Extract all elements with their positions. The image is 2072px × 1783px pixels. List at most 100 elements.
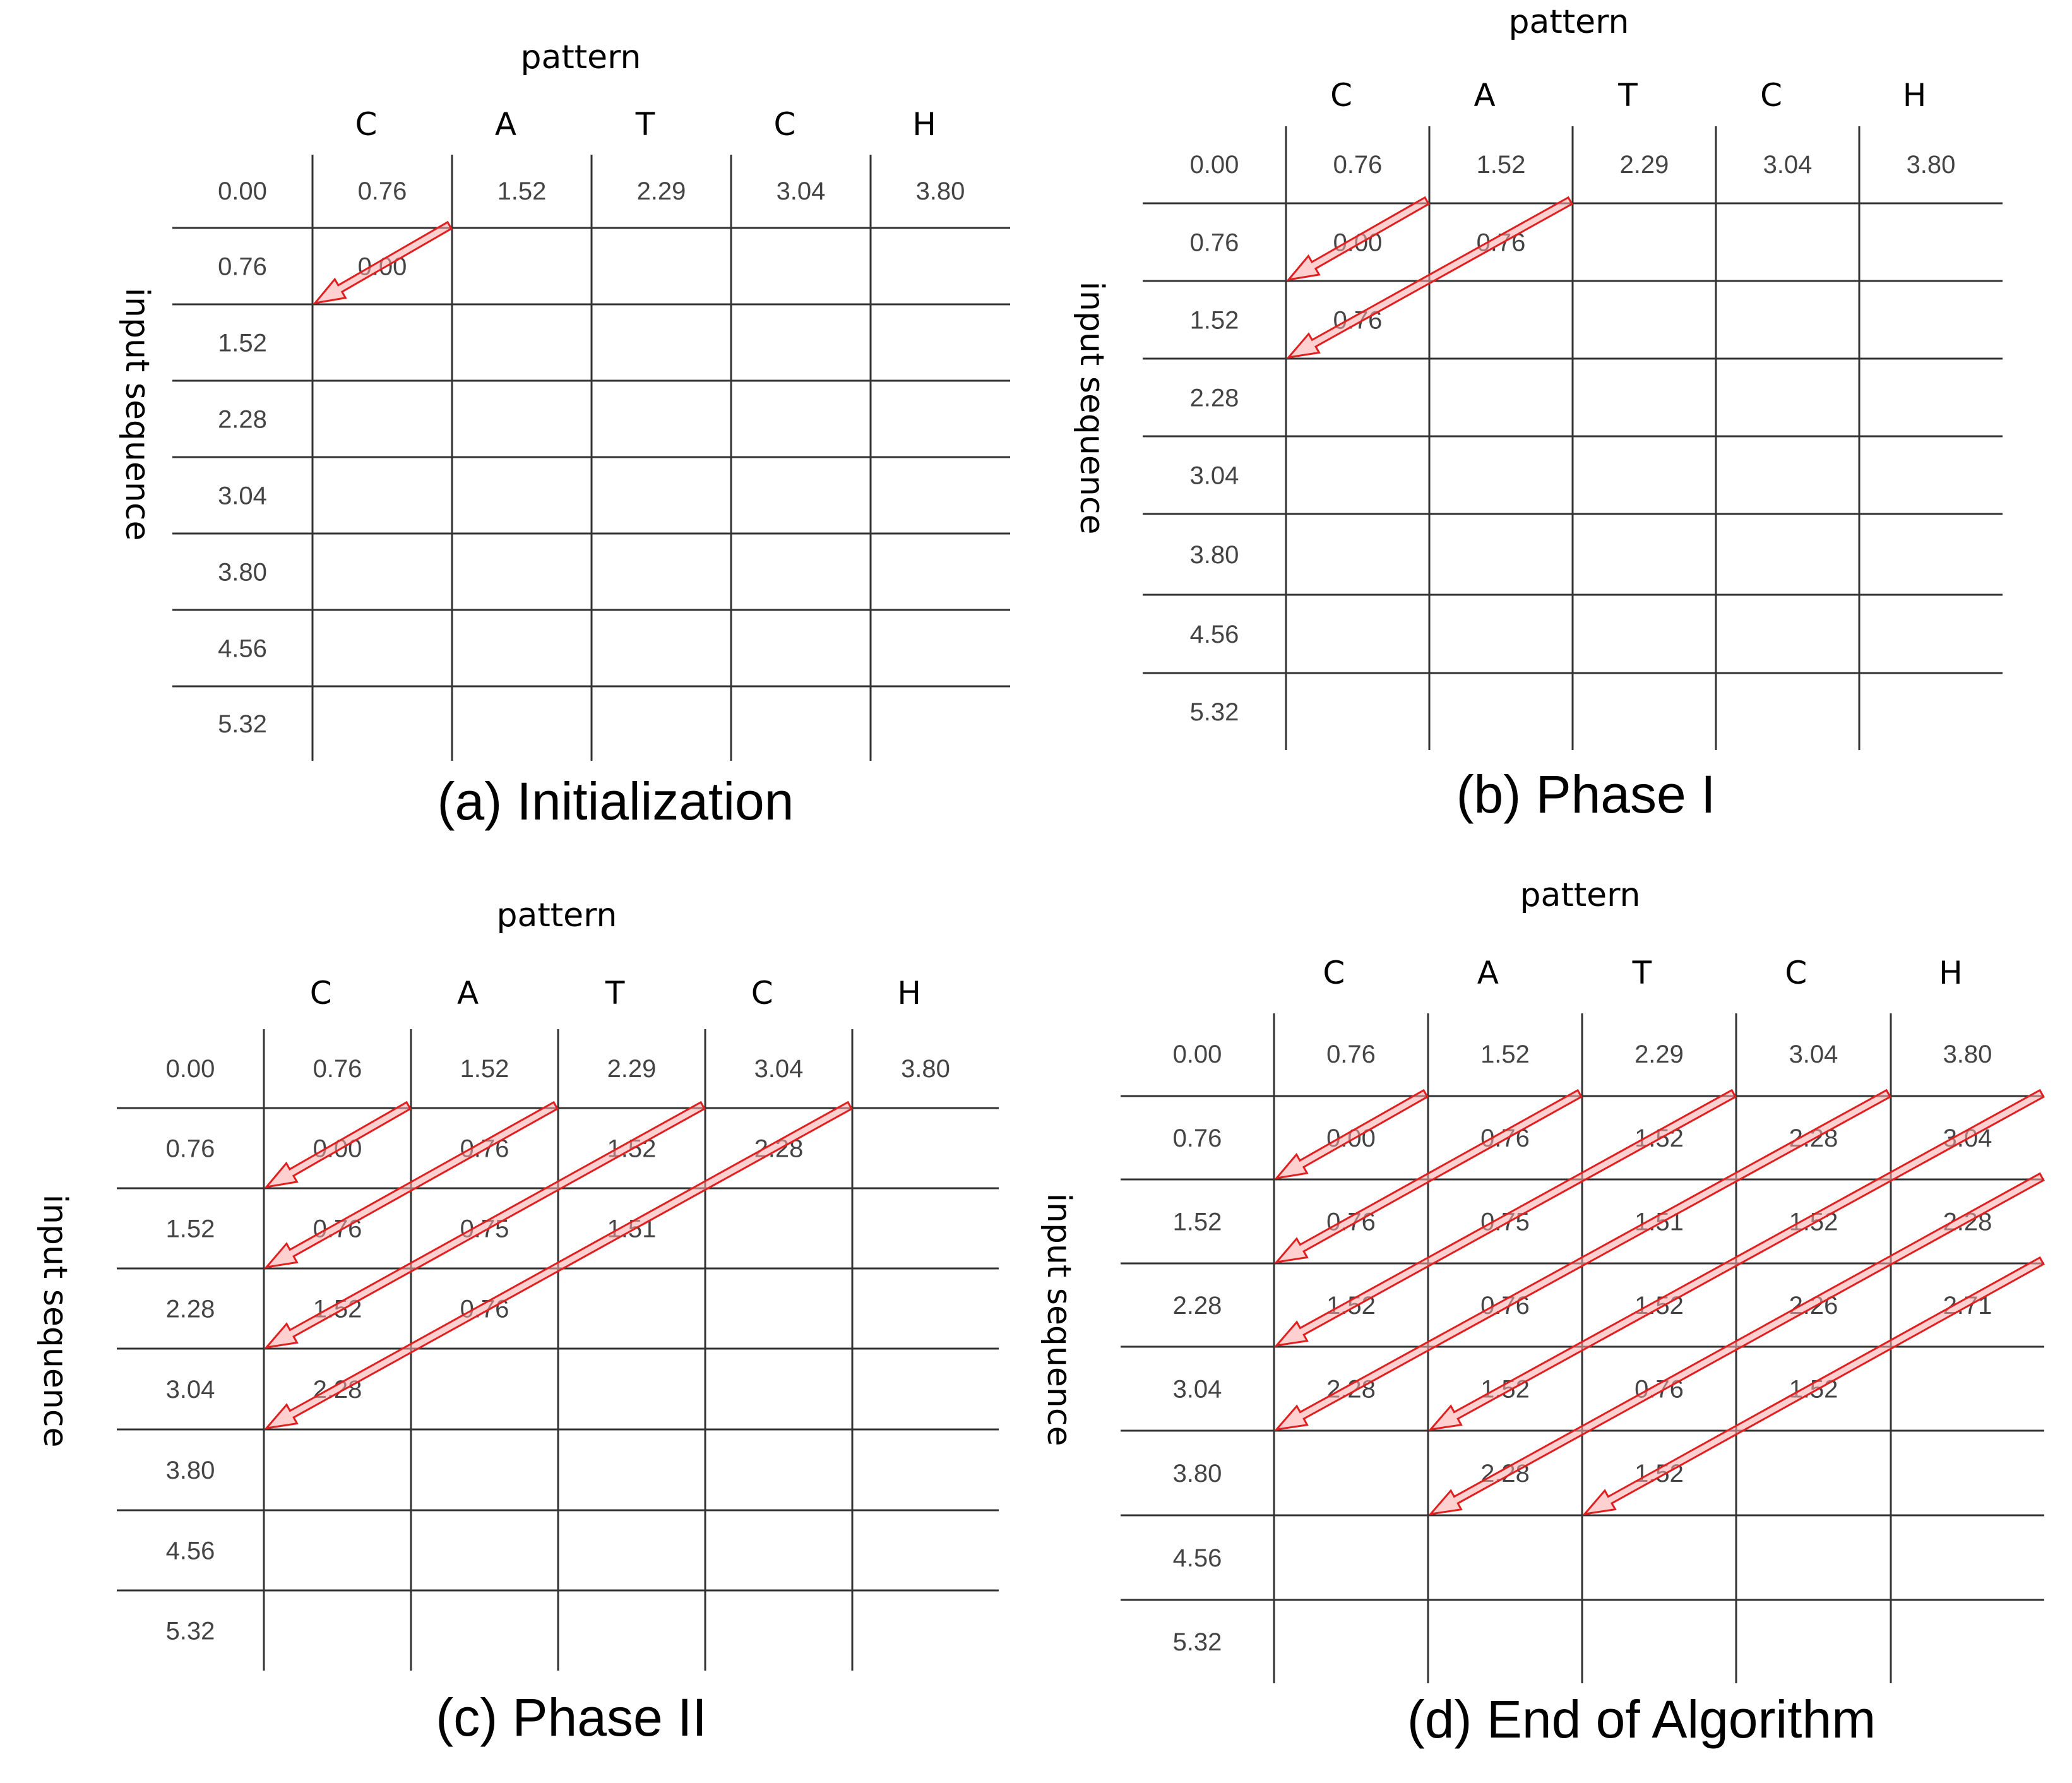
pattern-char: C [310, 975, 332, 1011]
row-header-value: 5.32 [1173, 1628, 1222, 1656]
sequence-axis-label: input sequence [1040, 1193, 1078, 1446]
row-header-value: 4.56 [1173, 1544, 1222, 1572]
pattern-char: C [751, 975, 773, 1011]
row-header-value: 2.28 [1190, 385, 1239, 412]
pattern-axis-label: pattern [1520, 876, 1640, 914]
pattern-axis-label: pattern [496, 897, 617, 934]
row-header-value: 3.80 [218, 559, 267, 587]
row-header-value: 1.52 [1173, 1208, 1222, 1236]
row-header-value: 0.76 [1173, 1124, 1222, 1152]
column-header-value: 0.00 [166, 1055, 215, 1083]
warp-path-arrow [1582, 1256, 2045, 1516]
column-header-value: 2.29 [1634, 1041, 1684, 1068]
column-header-value: 0.76 [358, 177, 407, 205]
pattern-char: A [495, 106, 516, 143]
pattern-char: H [1903, 77, 1927, 114]
warp-path-arrow [1274, 1088, 1583, 1264]
column-header-value: 0.76 [1326, 1041, 1376, 1068]
column-header-value: 0.00 [1173, 1041, 1222, 1068]
column-header-value: 3.80 [901, 1055, 950, 1083]
row-header-value: 5.32 [1190, 698, 1239, 726]
pattern-char: T [635, 106, 655, 143]
pattern-char: C [774, 106, 796, 143]
row-header-value: 4.56 [166, 1537, 215, 1565]
row-header-value: 5.32 [218, 710, 267, 738]
column-header-value: 1.52 [1477, 151, 1526, 179]
pattern-char: T [1617, 77, 1638, 114]
column-header-value: 3.80 [916, 177, 965, 205]
pattern-char: T [605, 975, 625, 1011]
warp-path-arrow [1286, 196, 1431, 282]
column-header-value: 2.29 [637, 177, 686, 205]
warp-path-arrow [264, 1100, 412, 1189]
pattern-char: H [1939, 955, 1963, 991]
warp-path-arrow [1428, 1088, 2045, 1431]
warp-path-arrow [264, 1100, 706, 1349]
row-header-value: 4.56 [218, 635, 267, 663]
warp-path-arrow [264, 1100, 853, 1430]
pattern-char: H [897, 975, 921, 1011]
panel-b: pattern input sequence C A T C H 0.00 0.76 1.52 2.… [1073, 3, 2003, 824]
column-header-value: 2.29 [607, 1055, 657, 1083]
row-header-value: 2.28 [1173, 1292, 1222, 1320]
row-header-value: 3.80 [1190, 541, 1239, 569]
row-header-value: 1.52 [1190, 307, 1239, 335]
row-header-value: 1.52 [166, 1215, 215, 1243]
column-header-value: 1.52 [497, 177, 547, 205]
column-header-value: 3.04 [777, 177, 826, 205]
panel-caption: (d) End of Algorithm [1407, 1690, 1876, 1749]
sequence-axis-label: input sequence [118, 288, 156, 541]
warp-path-arrow [1274, 1088, 1429, 1180]
row-header-value: 4.56 [1190, 621, 1239, 648]
warp-path-arrow [1274, 1088, 1891, 1431]
warp-path-arrow [1286, 196, 1573, 359]
column-header-value: 3.04 [754, 1055, 804, 1083]
panel-caption: (b) Phase I [1456, 765, 1716, 824]
row-header-value: 3.80 [1173, 1460, 1222, 1488]
column-header-value: 0.76 [313, 1055, 362, 1083]
row-header-value: 3.04 [218, 482, 267, 510]
column-header-value: 3.04 [1789, 1041, 1838, 1068]
row-header-value: 3.80 [166, 1457, 215, 1484]
pattern-axis-label: pattern [520, 39, 641, 76]
row-header-value: 1.52 [218, 330, 267, 357]
warp-path-arrow [1428, 1172, 2045, 1516]
row-header-value: 3.04 [1190, 462, 1239, 490]
pattern-char: C [1785, 955, 1807, 991]
column-header-value: 0.00 [1190, 151, 1239, 179]
pattern-char: C [355, 106, 378, 143]
column-header-value: 0.00 [218, 177, 267, 205]
column-header-value: 1.52 [460, 1055, 509, 1083]
panel-caption: (c) Phase II [436, 1688, 706, 1747]
row-header-value: 5.32 [166, 1618, 215, 1645]
sequence-axis-label: input sequence [36, 1195, 74, 1448]
row-header-value: 2.28 [218, 406, 267, 434]
panel-d: pattern input sequence C A T C H 0.00 0.76 1.52 2.… [1040, 876, 2045, 1749]
column-header-value: 3.80 [1943, 1041, 1992, 1068]
row-header-value: 3.04 [1173, 1376, 1222, 1404]
column-header-value: 3.80 [1907, 151, 1956, 179]
warp-path-arrow [264, 1100, 559, 1269]
row-header-value: 0.76 [1190, 229, 1239, 257]
warp-path-arrow [313, 220, 453, 305]
pattern-char: C [1323, 955, 1345, 991]
pattern-char: A [1477, 955, 1499, 991]
panel-a: pattern input sequence C A T C H 0.00 0.76 1.52 2.… [118, 39, 1010, 831]
row-header-value: 0.76 [166, 1135, 215, 1163]
pattern-char: A [457, 975, 479, 1011]
pattern-char: H [912, 106, 936, 143]
column-header-value: 1.52 [1480, 1041, 1530, 1068]
pattern-char: T [1632, 955, 1652, 991]
column-header-value: 0.76 [1333, 151, 1383, 179]
pattern-axis-label: pattern [1508, 3, 1629, 41]
row-header-value: 3.04 [166, 1376, 215, 1404]
pattern-char: C [1330, 77, 1352, 114]
column-header-value: 3.04 [1763, 151, 1813, 179]
column-header-value: 2.29 [1620, 151, 1669, 179]
row-header-value: 2.28 [166, 1296, 215, 1323]
panel-c: pattern input sequence C A T C H 0.00 0.76 1.52 2.… [36, 897, 999, 1747]
pattern-char: C [1760, 77, 1782, 114]
sequence-axis-label: input sequence [1073, 282, 1110, 535]
row-header-value: 0.76 [218, 253, 267, 281]
